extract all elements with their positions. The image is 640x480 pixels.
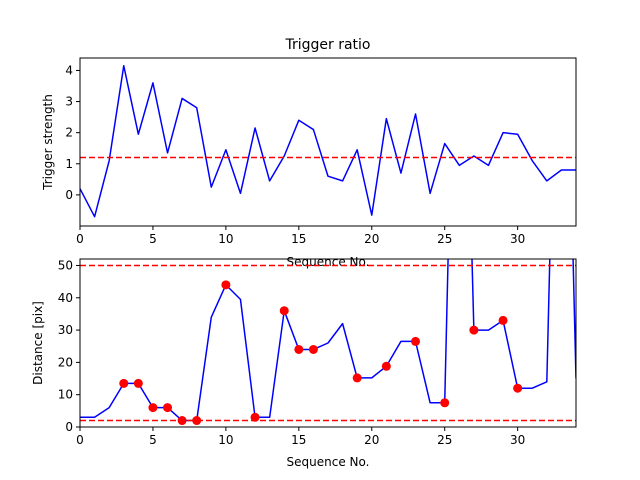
data-point-marker — [294, 344, 304, 354]
y-tick-label: 0 — [65, 420, 73, 434]
y-tick-label: 2 — [65, 126, 73, 140]
y-tick-label: 3 — [65, 95, 73, 109]
data-point-marker — [411, 336, 421, 346]
y-tick-label: 20 — [58, 355, 73, 369]
data-point-marker — [221, 280, 231, 290]
x-tick-label: 30 — [510, 433, 525, 447]
y-tick-label: 50 — [58, 258, 73, 272]
y-axis-label: Trigger strength — [41, 94, 55, 191]
data-point-marker — [133, 378, 143, 388]
x-tick-label: 30 — [510, 232, 525, 246]
data-point-marker — [250, 412, 260, 422]
data-point-marker — [192, 416, 202, 426]
data-point-marker — [440, 398, 450, 408]
axes-frame — [79, 258, 577, 428]
x-axis-label: Sequence No. — [287, 255, 370, 269]
x-tick-label: 15 — [291, 232, 306, 246]
x-tick-label: 20 — [364, 433, 379, 447]
series-line — [80, 65, 576, 218]
chart-title: Trigger ratio — [284, 37, 370, 53]
data-point-marker — [513, 383, 523, 393]
data-point-marker — [308, 344, 318, 354]
data-point-marker — [498, 315, 508, 325]
y-tick-label: 30 — [58, 323, 73, 337]
x-tick-label: 5 — [149, 433, 157, 447]
data-point-marker — [469, 325, 479, 335]
data-point-marker — [381, 361, 391, 371]
distance-chart: 0 5 10 15 20 25 30 0 10 20 30 40 50 Sequence No. Dis… — [31, 258, 577, 469]
y-axis-label: Distance [pix] — [31, 301, 45, 385]
data-point-marker — [177, 416, 187, 426]
x-tick-label: 10 — [218, 433, 233, 447]
x-tick-label: 25 — [437, 232, 452, 246]
x-tick-label: 5 — [149, 232, 157, 246]
x-tick-label: 15 — [291, 433, 306, 447]
x-axis-label: Sequence No. — [287, 455, 370, 469]
data-point-marker — [279, 306, 289, 316]
y-tick-label: 10 — [58, 388, 73, 402]
x-tick-label: 10 — [218, 232, 233, 246]
y-tick-label: 40 — [58, 291, 73, 305]
trigger-ratio-chart: 0 5 10 15 20 25 30 0 1 2 3 4 Trigger ratio Sequence… — [41, 37, 577, 269]
x-tick-label: 0 — [76, 232, 84, 246]
data-point-marker — [119, 378, 129, 388]
data-point-marker — [352, 373, 362, 383]
data-point-marker — [148, 403, 158, 413]
y-tick-label: 0 — [65, 188, 73, 202]
y-tick-label: 4 — [65, 63, 73, 77]
series-line — [80, 259, 576, 422]
axes-frame — [79, 57, 577, 227]
y-tick-label: 1 — [65, 157, 73, 171]
x-tick-label: 0 — [76, 433, 84, 447]
data-point-marker — [163, 403, 173, 413]
x-tick-label: 20 — [364, 232, 379, 246]
x-tick-label: 25 — [437, 433, 452, 447]
